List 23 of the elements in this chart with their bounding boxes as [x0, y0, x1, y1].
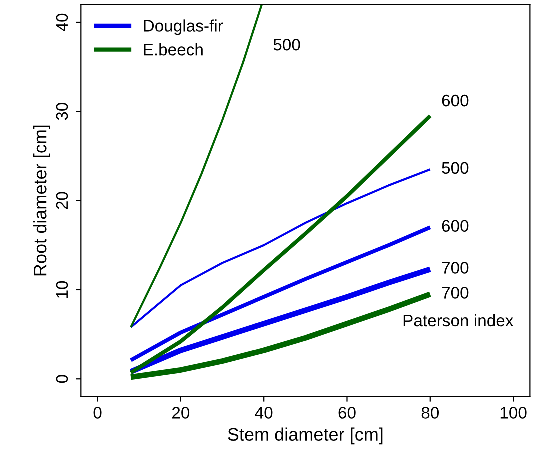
- annotation: Paterson index: [404, 314, 514, 327]
- x-tick-label: 100: [500, 407, 527, 419]
- x-tick-label: 40: [255, 407, 273, 419]
- x-tick-label: 60: [338, 407, 356, 419]
- annotation: 600: [442, 94, 469, 107]
- y-tick-label: 0: [56, 375, 68, 384]
- annotation: 500: [442, 162, 469, 174]
- legend-label: E.beech: [144, 44, 203, 56]
- annotation: 500: [274, 39, 300, 51]
- y-tick-label: 20: [56, 192, 68, 210]
- x-tick-label: 80: [422, 407, 440, 419]
- x-tick-label: 0: [94, 407, 102, 419]
- line-series: [130, 4, 264, 328]
- y-tick-label: 40: [56, 14, 68, 32]
- annotation: 700: [442, 287, 469, 299]
- y-tick-label: 10: [56, 281, 68, 298]
- x-tick-label: 20: [172, 407, 190, 419]
- y-tick-label: 30: [56, 103, 68, 120]
- annotation: 600: [442, 220, 469, 232]
- annotation: 700: [442, 262, 469, 274]
- y-axis-title: Root diameter [cm]: [34, 126, 50, 276]
- legend-label: Douglas-fir: [144, 20, 224, 36]
- x-axis-title: Stem diameter [cm]: [228, 428, 383, 445]
